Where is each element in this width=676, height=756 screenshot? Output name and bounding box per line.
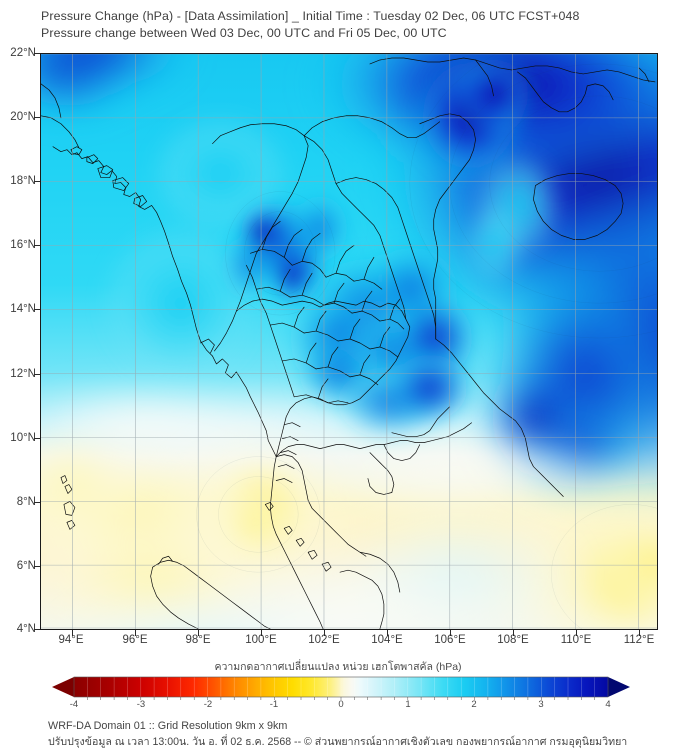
- y-tick-mark: [34, 374, 40, 375]
- colorbar-tick-0: 0: [338, 699, 344, 710]
- x-tick-mark: [513, 630, 515, 636]
- chart-title-line-1: Pressure Change (hPa) - [Data Assimilati…: [41, 9, 580, 23]
- x-tick-label-104e: 104°E: [371, 634, 403, 646]
- x-tick-label-100e: 100°E: [245, 634, 277, 646]
- y-tick-label-8n: 8°N: [16, 496, 36, 508]
- x-tick-mark: [197, 630, 199, 636]
- y-tick-label-18n: 18°N: [10, 175, 36, 187]
- coastline-and-borders-layer: [41, 54, 657, 629]
- chart-title-line-2: Pressure change between Wed 03 Dec, 00 U…: [41, 26, 447, 40]
- x-tick-mark: [134, 630, 136, 636]
- footer-credit-line: ปรับปรุงข้อมูล ณ เวลา 13:00น. วัน อ. ที่…: [48, 736, 628, 748]
- y-tick-label-10n: 10°N: [10, 432, 36, 444]
- colorbar-label: ความกดอากาศเปลี่ยนแปลง หน่วย เฮกโตพาสคัล…: [214, 661, 462, 673]
- x-tick-mark: [260, 630, 262, 636]
- x-tick-mark: [639, 630, 641, 636]
- colorbar-tick-m4: -4: [69, 699, 79, 710]
- pressure-change-field: [41, 54, 657, 629]
- colorbar-tick-m2: -2: [203, 699, 213, 710]
- chart-title-block: Pressure Change (hPa) - [Data Assimilati…: [41, 8, 661, 42]
- x-tick-mark: [387, 630, 388, 636]
- y-tick-mark: [34, 566, 40, 567]
- lat-lon-grid: [41, 54, 657, 629]
- y-tick-label-6n: 6°N: [16, 560, 36, 572]
- x-tick-label-94e: 94°E: [58, 634, 84, 646]
- y-tick-mark: [34, 245, 40, 246]
- colorbar-tick-1: 1: [405, 699, 411, 710]
- x-tick-mark: [450, 630, 452, 636]
- x-tick-label-108e: 108°E: [497, 634, 529, 646]
- x-tick-label-98e: 98°E: [185, 634, 211, 646]
- y-tick-label-16n: 16°N: [10, 239, 36, 251]
- y-tick-label-12n: 12°N: [10, 368, 36, 380]
- y-tick-mark: [34, 438, 40, 439]
- y-tick-mark: [34, 629, 40, 630]
- x-tick-label-96e: 96°E: [122, 634, 148, 646]
- colorbar-gradient: [52, 676, 630, 700]
- y-tick-mark: [34, 502, 40, 503]
- footer-domain-info: WRF-DA Domain 01 :: Grid Resolution 9km …: [48, 720, 288, 732]
- x-tick-label-102e: 102°E: [308, 634, 340, 646]
- y-tick-mark: [34, 309, 40, 310]
- colorbar-tick-3: 3: [538, 699, 544, 710]
- colorbar-tick-m3: -3: [136, 699, 146, 710]
- x-tick-mark: [576, 630, 578, 636]
- x-tick-label-110e: 110°E: [560, 634, 592, 646]
- x-tick-mark: [323, 630, 325, 636]
- x-tick-label-112e: 112°E: [623, 634, 655, 646]
- y-tick-mark: [34, 117, 40, 118]
- colorbar-tick-2: 2: [471, 699, 477, 710]
- y-tick-label-14n: 14°N: [10, 303, 36, 315]
- x-tick-label-106e: 106°E: [434, 634, 466, 646]
- colorbar-tick-m1: -1: [269, 699, 279, 710]
- colorbar-tick-4: 4: [605, 699, 611, 710]
- map-plot-area: [40, 53, 658, 630]
- footer-block: WRF-DA Domain 01 :: Grid Resolution 9km …: [48, 718, 668, 750]
- x-tick-mark: [71, 630, 73, 636]
- y-tick-mark: [34, 53, 40, 54]
- y-tick-label-20n: 20°N: [10, 111, 36, 123]
- y-tick-label-4n: 4°N: [16, 623, 36, 635]
- y-tick-label-22n: 22°N: [10, 47, 36, 59]
- colorbar-tick-labels: -4 -3 -2 -1 0 1 2 3 4: [0, 699, 676, 713]
- y-tick-mark: [34, 181, 40, 182]
